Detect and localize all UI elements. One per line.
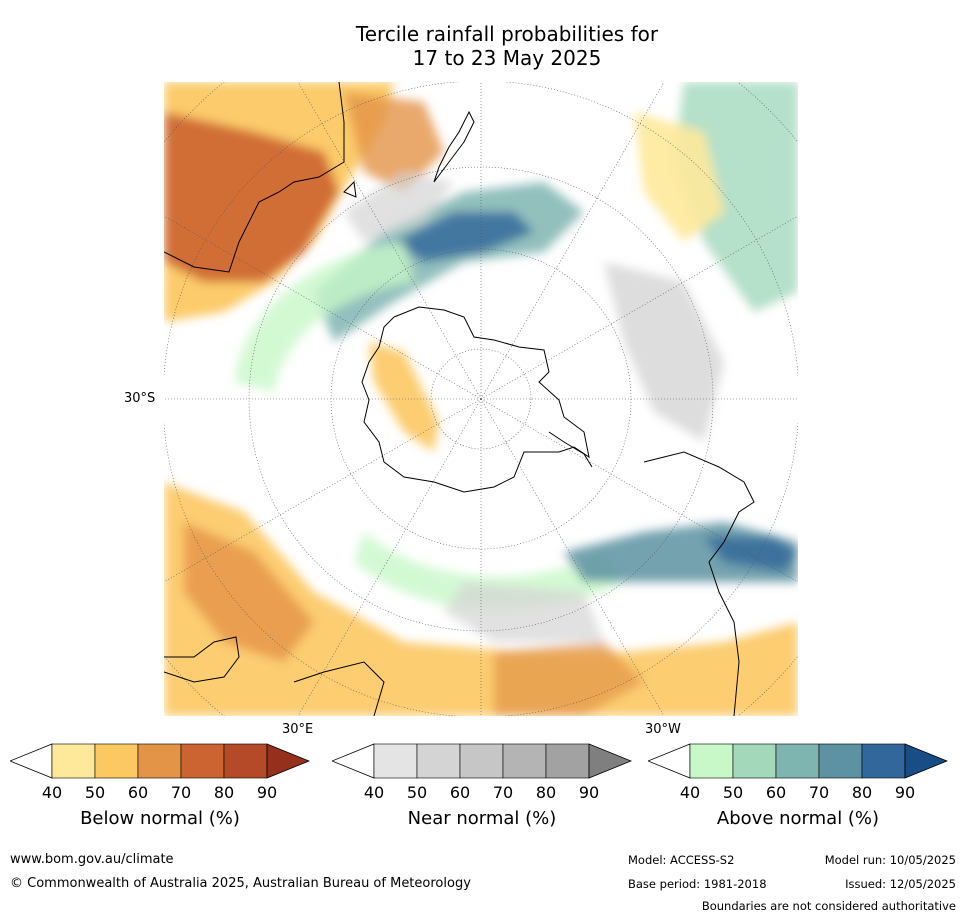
colorbar-extension-low: [10, 743, 53, 779]
below-normal-region-south-atlantic: [494, 642, 644, 716]
tick-label: 60: [127, 783, 149, 802]
tick-label: 50: [84, 783, 106, 802]
above-normal-south-america-core: [704, 537, 798, 572]
colorbar-extension-high: [588, 743, 632, 779]
colorbar-swatch: [861, 743, 906, 779]
coastline-south-africa: [164, 636, 240, 683]
boundaries-note: Boundaries are not considered authoritat…: [701, 899, 956, 913]
below-normal-patch-east-pacific: [634, 112, 724, 242]
map-canvas: [164, 82, 798, 716]
lon-label-30w: 30°W: [645, 722, 681, 737]
coastline-madagascar-region: [293, 661, 385, 716]
model-run-text: Model run: 10/05/2025: [824, 853, 956, 867]
above-normal-ring: [234, 242, 414, 392]
longitude-line: [480, 82, 665, 400]
below-normal-patch-antarctica: [369, 342, 439, 452]
tick-label: 90: [894, 783, 916, 802]
colorbar-swatch: [137, 743, 182, 779]
map-title: Tercile rainfall probabilities for 17 to…: [0, 22, 965, 70]
website-link[interactable]: www.bom.gov.au/climate: [10, 852, 174, 867]
below-normal-region-atlantic: [164, 482, 798, 716]
lat-label-30s: 30°S: [124, 391, 156, 406]
colorbar-swatch: [223, 743, 268, 779]
longitude-line: [480, 398, 665, 716]
tick-label: 90: [256, 783, 278, 802]
colorbar-extension-low: [332, 743, 375, 779]
colorbar-swatch: [775, 743, 820, 779]
colorbar-swatch: [416, 743, 461, 779]
longitude-line: [297, 398, 482, 716]
longitude-line: [480, 215, 798, 400]
colorbar-swatch: [502, 743, 547, 779]
colorbar-extension-low: [648, 743, 691, 779]
colorbar-swatch: [51, 743, 96, 779]
coastlines: [164, 82, 755, 716]
tick-label: 60: [765, 783, 787, 802]
polar-rainfall-map: [164, 82, 798, 716]
colorbar-extension-high: [266, 743, 310, 779]
tick-label: 70: [170, 783, 192, 802]
coastline-antarctica: [361, 306, 590, 493]
colorbar-below-normal-swatches: [10, 743, 310, 779]
colorbar-swatch: [94, 743, 139, 779]
below-normal-region-australia-strong: [164, 112, 339, 282]
tick-label: 80: [851, 783, 873, 802]
title-line-1: Tercile rainfall probabilities for: [355, 22, 659, 46]
lon-label-30e: 30°E: [282, 722, 314, 737]
colorbar-below-normal-label: Below normal (%): [80, 808, 240, 829]
longitude-line: [297, 82, 482, 400]
colorbar-above-normal: 40 50 60 70 80 90 Above normal (%): [648, 742, 948, 852]
longitude-line: [480, 398, 798, 583]
tick-label: 60: [449, 783, 471, 802]
above-normal-core-tasman: [394, 212, 534, 262]
colorbar-swatch: [732, 743, 777, 779]
longitude-line: [164, 398, 482, 583]
colorbar-below-normal: 40 50 60 70 80 90 Below normal (%): [10, 742, 310, 852]
tick-label: 80: [213, 783, 235, 802]
latitude-circle: [430, 348, 532, 450]
coastline-australia: [164, 82, 345, 273]
colorbar-above-normal-label: Above normal (%): [716, 808, 880, 829]
near-normal-region-north: [344, 172, 454, 242]
colorbar-swatch: [818, 743, 863, 779]
colorbar-swatch: [545, 743, 590, 779]
coastline-new-zealand: [433, 110, 475, 183]
colorbar-near-normal-swatches: [332, 743, 632, 779]
tick-label: 50: [406, 783, 428, 802]
tick-label: 80: [535, 783, 557, 802]
probability-fields: [164, 82, 798, 716]
graticule: [164, 82, 798, 716]
longitude-line: [164, 215, 482, 400]
coastline-south-america: [643, 451, 755, 716]
tick-label: 40: [679, 783, 701, 802]
near-normal-region-south: [444, 582, 604, 642]
tick-label: 40: [363, 783, 385, 802]
colorbar-near-normal-label: Near normal (%): [407, 808, 557, 829]
issued-text: Issued: 12/05/2025: [845, 877, 956, 891]
title-line-2: 17 to 23 May 2025: [412, 46, 602, 70]
copyright-text: © Commonwealth of Australia 2025, Austra…: [10, 876, 471, 891]
below-normal-region-tasman: [344, 92, 444, 192]
colorbar-swatch: [180, 743, 225, 779]
tick-label: 70: [492, 783, 514, 802]
colorbar-swatch: [689, 743, 734, 779]
model-text: Model: ACCESS-S2: [628, 853, 735, 867]
coastline-tasmania: [343, 180, 357, 198]
colorbar-extension-high: [904, 743, 948, 779]
colorbar-above-normal-swatches: [648, 743, 948, 779]
base-period-text: Base period: 1981-2018: [628, 877, 767, 891]
colorbar-swatch: [373, 743, 418, 779]
colorbar-swatch: [459, 743, 504, 779]
below-normal-region-atlantic-strong: [184, 522, 314, 662]
coastline-antarctic-peninsula: [548, 431, 593, 468]
tick-label: 50: [722, 783, 744, 802]
tick-label: 40: [41, 783, 63, 802]
tick-label: 90: [578, 783, 600, 802]
colorbar-near-normal: 40 50 60 70 80 90 Near normal (%): [332, 742, 632, 852]
tick-label: 70: [808, 783, 830, 802]
